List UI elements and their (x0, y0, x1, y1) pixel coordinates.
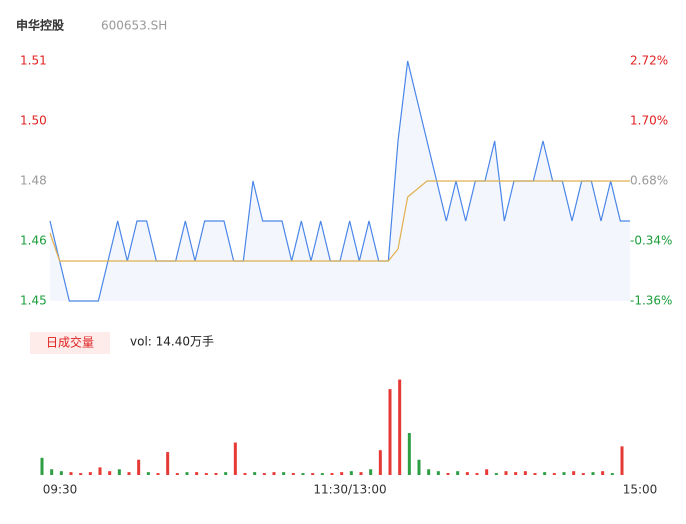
volume-bar (514, 472, 518, 475)
volume-bar (417, 459, 421, 475)
volume-bar (291, 473, 295, 475)
y-tick-label: 1.51 (20, 54, 47, 68)
stock-name: 申华控股 (16, 18, 65, 33)
volume-bar (59, 471, 63, 475)
volume-bar (272, 472, 276, 475)
volume-bar (523, 471, 527, 475)
volume-bar (398, 379, 402, 475)
x-tick-label: 09:30 (43, 483, 78, 497)
volume-bar (98, 467, 102, 475)
volume-bar (427, 469, 431, 475)
volume-bar (175, 473, 179, 475)
volume-bar (88, 472, 92, 475)
y-tick-label: 1.50 (20, 114, 47, 128)
volume-bar (349, 471, 353, 475)
volume-tab[interactable]: 日成交量 (46, 335, 94, 350)
volume-bar (504, 471, 508, 475)
volume-bar (311, 473, 315, 475)
volume-bar (204, 473, 208, 475)
volume-bar (456, 471, 460, 475)
volume-bar (79, 473, 83, 475)
y-tick-label: 1.46 (20, 234, 47, 248)
volume-bar (591, 472, 595, 475)
volume-bar (378, 450, 382, 475)
volume-bar (156, 473, 160, 475)
y2-tick-label: 0.68% (630, 174, 668, 188)
volume-bar (320, 473, 324, 475)
volume-bar (50, 469, 54, 475)
volume-bar (475, 473, 479, 475)
volume-bar (485, 469, 489, 475)
y2-tick-label: -0.34% (630, 234, 672, 248)
volume-bar (108, 471, 112, 475)
y2-tick-label: 2.72% (630, 54, 668, 68)
y-tick-label: 1.45 (20, 294, 47, 308)
volume-bar (40, 457, 44, 475)
volume-bar (146, 472, 150, 475)
volume-bar (185, 472, 189, 475)
volume-bar (620, 446, 624, 475)
volume-bar (262, 473, 266, 475)
volume-bar (330, 473, 334, 475)
volume-bar (243, 473, 247, 475)
volume-bar (69, 472, 73, 475)
volume-bar (601, 471, 605, 475)
volume-bar (388, 389, 392, 475)
x-tick-label: 11:30/13:00 (313, 483, 386, 497)
average-line (49, 180, 630, 262)
x-tick-label: 15:00 (623, 483, 658, 497)
volume-bar (340, 472, 344, 475)
volume-bar (301, 473, 305, 475)
volume-bar (253, 472, 257, 475)
y-tick-label: 1.48 (20, 174, 47, 188)
volume-tab-bg[interactable] (30, 332, 110, 354)
volume-bar (195, 472, 199, 475)
volume-bar (562, 472, 566, 475)
volume-bar (446, 473, 450, 475)
volume-bar (494, 473, 498, 475)
volume-bar (359, 472, 363, 475)
y2-tick-label: -1.36% (630, 294, 672, 308)
volume-bar (533, 473, 537, 475)
volume-bar (127, 472, 131, 475)
volume-bar (224, 472, 228, 475)
price-area (50, 61, 630, 301)
volume-text: vol: 14.40万手 (130, 335, 214, 349)
volume-bar (465, 472, 469, 475)
volume-bar (137, 459, 141, 475)
stock-code: 600653.SH (101, 19, 167, 33)
volume-bar (117, 469, 121, 475)
volume-bar (581, 473, 585, 475)
volume-bar (166, 452, 170, 475)
y2-tick-label: 1.70% (630, 114, 668, 128)
volume-bar (543, 472, 547, 475)
volume-bar (369, 469, 373, 475)
volume-bar (610, 473, 614, 475)
volume-bar (407, 433, 411, 475)
volume-bar (214, 473, 218, 475)
volume-bar (436, 471, 440, 475)
volume-bar (552, 473, 556, 475)
volume-bar (572, 471, 576, 475)
volume-bar (282, 472, 286, 475)
volume-bar (233, 442, 237, 475)
